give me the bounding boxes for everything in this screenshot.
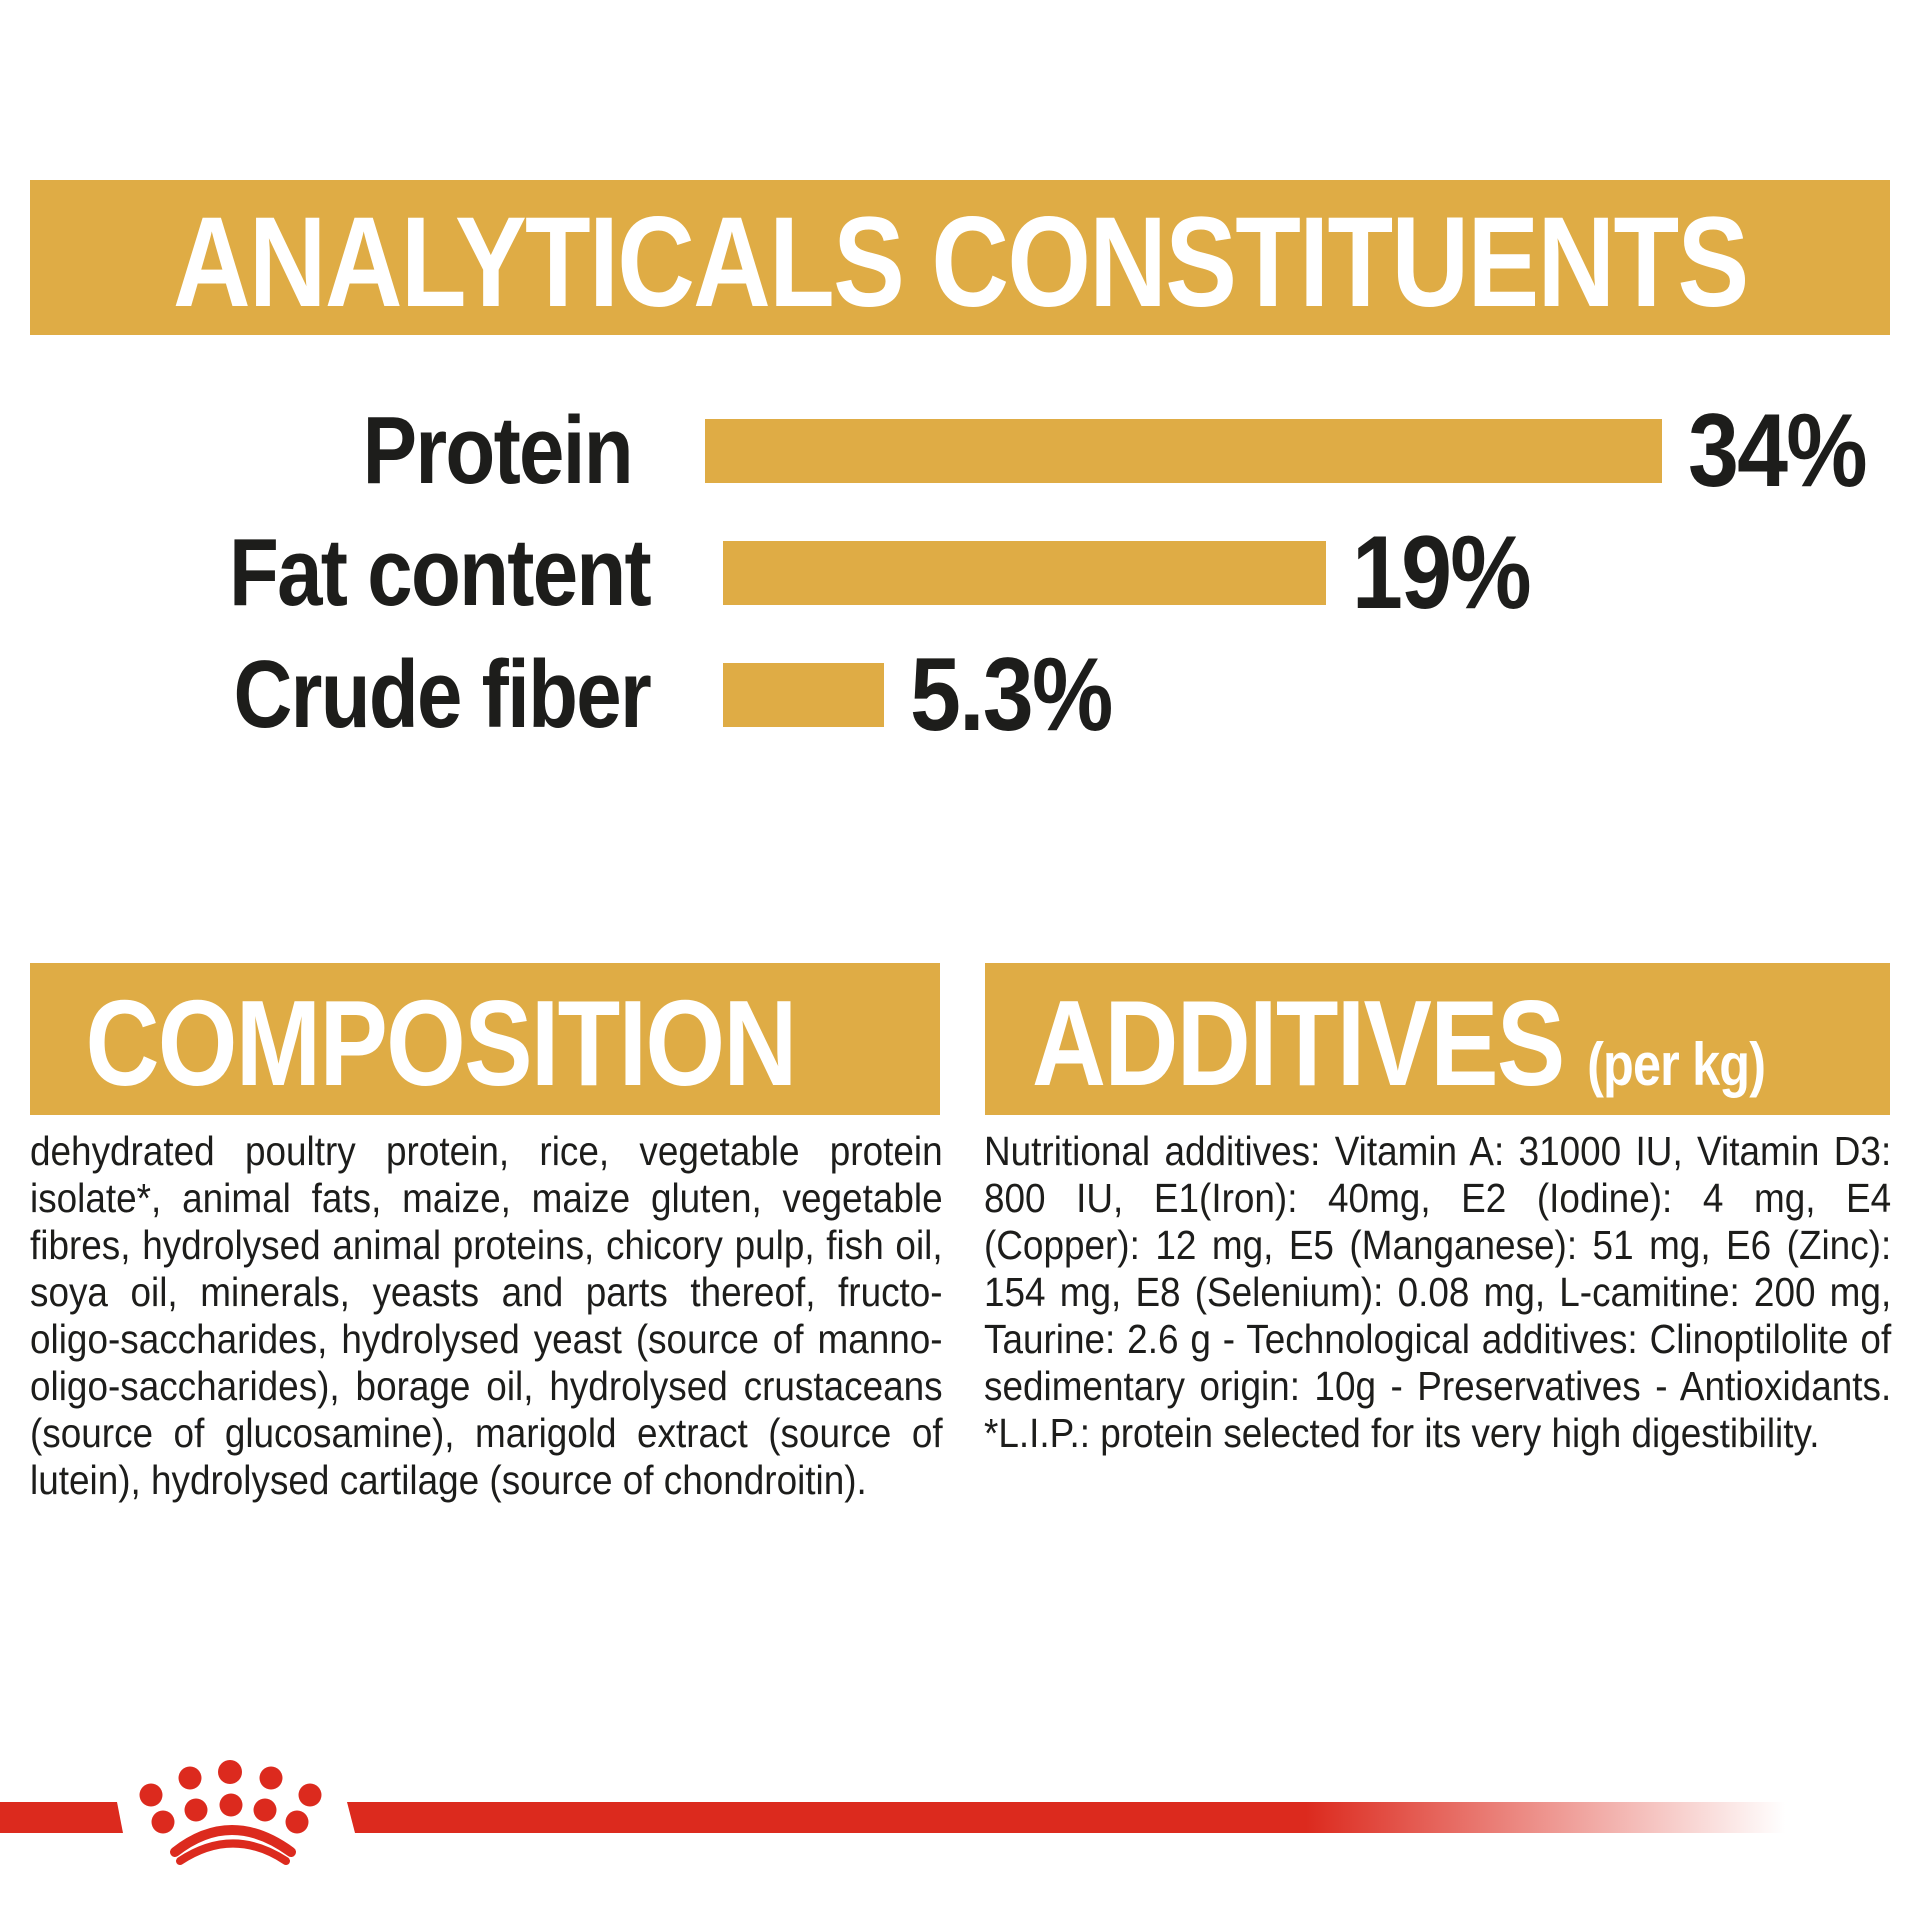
nutrient-label: Fat content (228, 519, 652, 626)
nutrient-value: 19% (1352, 515, 1532, 631)
composition-banner: COMPOSITION (30, 963, 940, 1115)
nutrient-bar (723, 663, 884, 727)
chart-row: Protein 34% (30, 390, 1890, 512)
nutrient-bar (704, 419, 1662, 483)
analyticals-chart: Protein 34% Fat content 19% Crude fiber 5.3% (30, 390, 1890, 756)
nutrient-bar (723, 541, 1326, 605)
nutrient-label: Crude fiber (233, 641, 651, 748)
brand-ribbon-left (0, 1802, 123, 1833)
royal-canin-crown-logo (139, 1760, 322, 1865)
nutrient-value: 34% (1687, 393, 1868, 509)
nutrient-value: 5.3% (910, 637, 1113, 753)
chart-row: Fat content 19% (30, 512, 1890, 634)
nutrient-label: Protein (362, 397, 634, 504)
composition-text: dehydrated poultry protein, rice, vegeta… (30, 1128, 943, 1503)
crown-dots (139, 1760, 322, 1834)
additives-unit-note: (per kg) (1587, 1031, 1766, 1098)
chart-row: Crude fiber 5.3% (30, 634, 1890, 756)
analyticals-title: ANALYTICALS CONSTITUENTS (172, 190, 1749, 334)
composition-title: COMPOSITION (85, 975, 797, 1111)
additives-banner: ADDITIVES (per kg) (985, 963, 1890, 1115)
brand-ribbon-right (347, 1802, 1800, 1833)
crown-arcs (170, 1825, 296, 1865)
analyticals-banner: ANALYTICALS CONSTITUENTS (30, 180, 1890, 335)
additives-text: Nutritional additives: Vitamin A: 31000 … (984, 1128, 1892, 1456)
additives-title: ADDITIVES (1032, 975, 1565, 1111)
